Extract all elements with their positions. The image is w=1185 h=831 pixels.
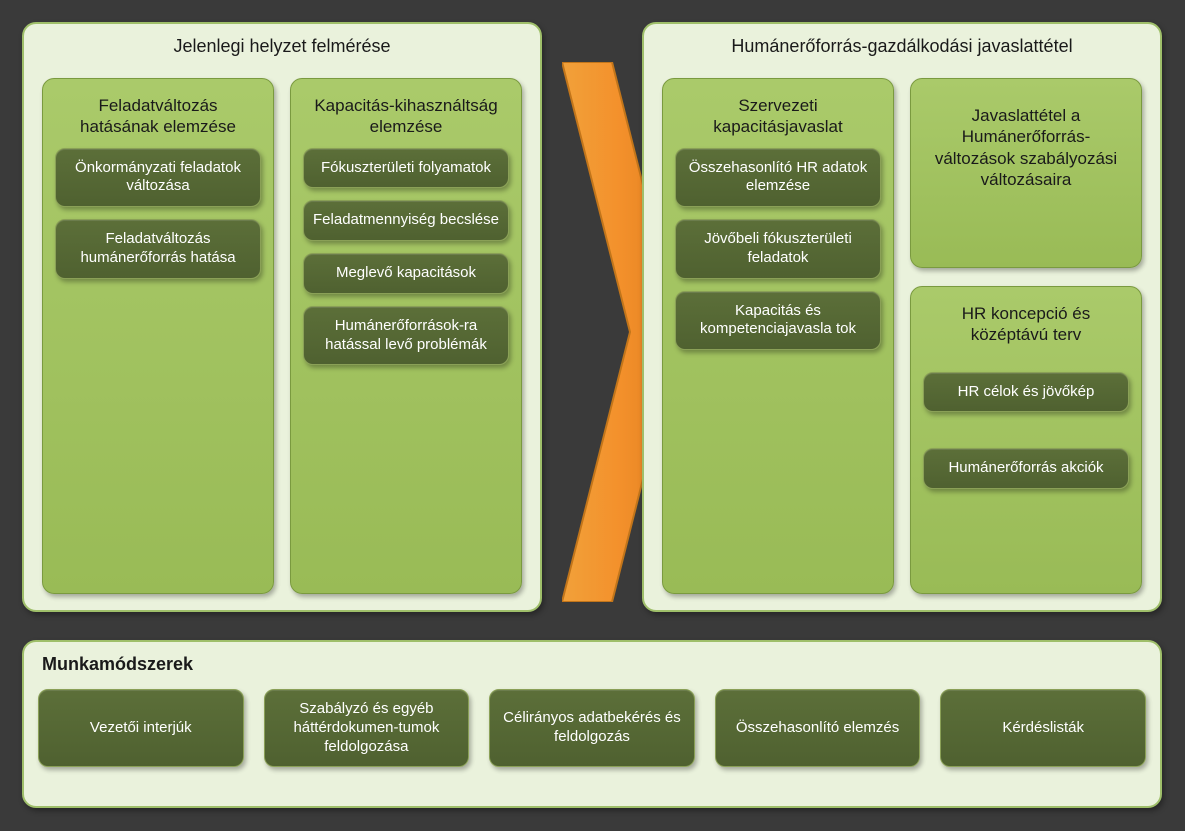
- chip: Humánerőforrás akciók: [923, 448, 1129, 489]
- chip: Meglevő kapacitások: [303, 253, 509, 294]
- method-chip: Kérdéslisták: [940, 689, 1146, 767]
- methods-title: Munkamódszerek: [24, 642, 1160, 683]
- chip: Kapacitás és kompetenciajavasla tok: [675, 291, 881, 351]
- diagram-stage: Jelenlegi helyzet felmérése Feladatválto…: [22, 22, 1163, 809]
- chip: HR célok és jövőkép: [923, 372, 1129, 413]
- right-col-bottom: HR koncepció és középtávú terv HR célok …: [910, 286, 1142, 594]
- right-panel: Humánerőforrás-gazdálkodási javaslattéte…: [642, 22, 1162, 612]
- left-col-2-title: Kapacitás-kihasználtság elemzése: [299, 87, 513, 148]
- right-col-left: Szervezeti kapacitásjavaslat Összehasonl…: [662, 78, 894, 594]
- right-col-bottom-title: HR koncepció és középtávú terv: [919, 295, 1133, 356]
- right-col-top: Javaslattétel a Humánerőforrás-változáso…: [910, 78, 1142, 268]
- method-chip: Szabályzó és egyéb háttérdokumen-tumok f…: [264, 689, 470, 767]
- left-col-2: Kapacitás-kihasználtság elemzése Fókuszt…: [290, 78, 522, 594]
- method-chip: Célirányos adatbekérés és feldolgozás: [489, 689, 695, 767]
- chip: Feladatmennyiség becslése: [303, 200, 509, 241]
- chip: Önkormányzati feladatok változása: [55, 148, 261, 208]
- chip: Jövőbeli fókuszterületi feladatok: [675, 219, 881, 279]
- method-chip: Összehasonlító elemzés: [715, 689, 921, 767]
- right-panel-title: Humánerőforrás-gazdálkodási javaslattéte…: [644, 24, 1160, 65]
- left-panel-title: Jelenlegi helyzet felmérése: [24, 24, 540, 65]
- chip: Humánerőforrások-ra hatással levő problé…: [303, 306, 509, 366]
- left-col-1-title: Feladatváltozás hatásának elemzése: [51, 87, 265, 148]
- methods-row: Vezetői interjúk Szabályzó és egyéb hátt…: [24, 683, 1160, 781]
- chip: Feladatváltozás humánerőforrás hatása: [55, 219, 261, 279]
- left-panel: Jelenlegi helyzet felmérése Feladatválto…: [22, 22, 542, 612]
- chip: Összehasonlító HR adatok elemzése: [675, 148, 881, 208]
- left-col-1: Feladatváltozás hatásának elemzése Önkor…: [42, 78, 274, 594]
- right-col-top-title: Javaslattétel a Humánerőforrás-változáso…: [919, 87, 1133, 200]
- chip: Fókuszterületi folyamatok: [303, 148, 509, 189]
- right-col-left-title: Szervezeti kapacitásjavaslat: [671, 87, 885, 148]
- methods-panel: Munkamódszerek Vezetői interjúk Szabályz…: [22, 640, 1162, 808]
- method-chip: Vezetői interjúk: [38, 689, 244, 767]
